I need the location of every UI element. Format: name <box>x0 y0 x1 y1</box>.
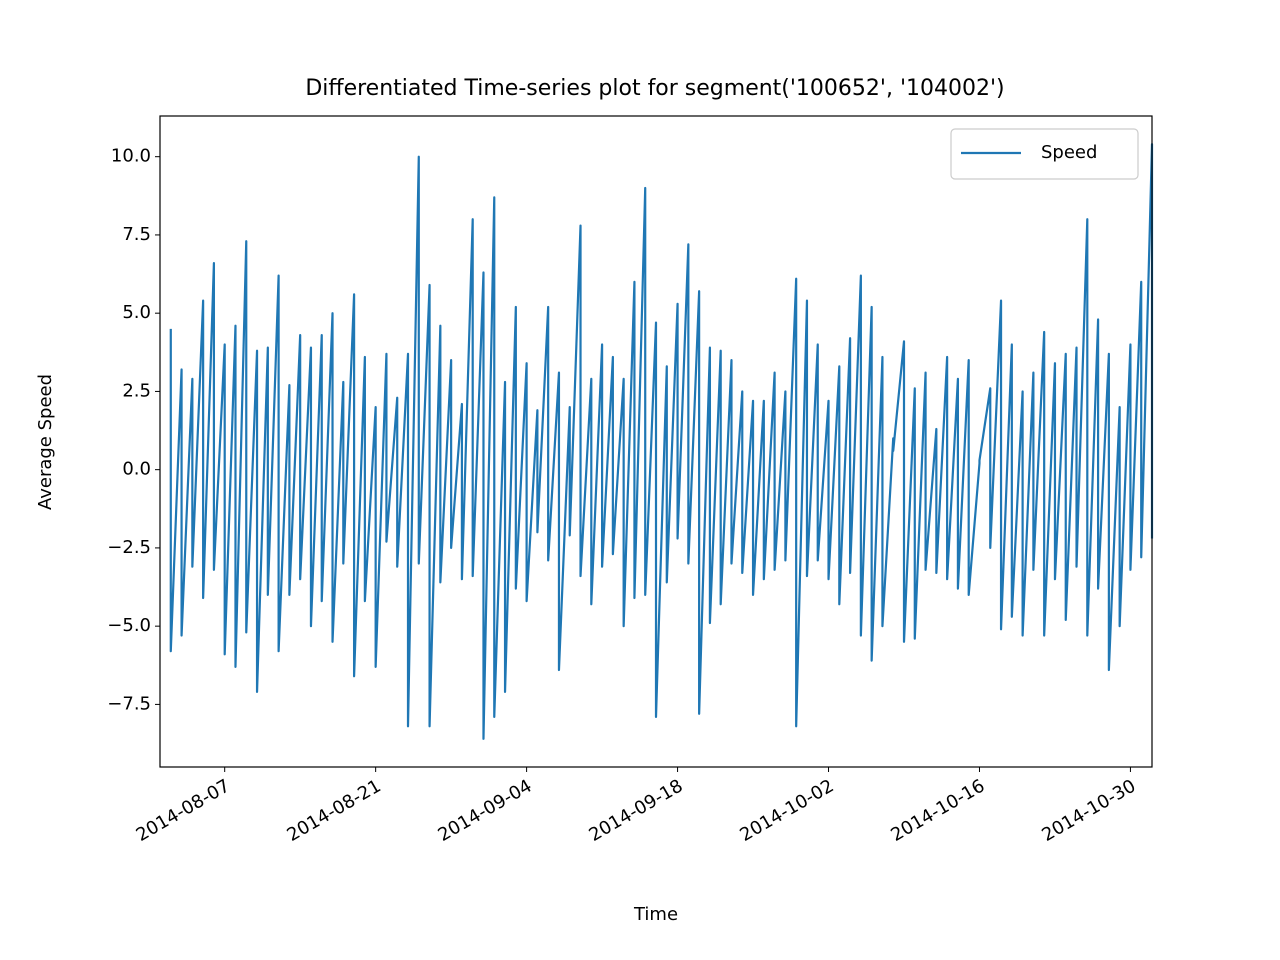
y-tick-label: 0.0 <box>122 459 151 480</box>
y-tick-label: 5.0 <box>122 302 151 323</box>
x-tick-label: 2014-08-21 <box>284 775 385 845</box>
y-tick-label: −2.5 <box>107 537 151 558</box>
plot-frame <box>159 115 1153 768</box>
y-axis-label: Average Speed <box>35 374 56 510</box>
y-tick-label: 10.0 <box>111 146 151 167</box>
x-tick-label: 2014-09-18 <box>585 775 686 845</box>
x-tick-label: 2014-09-04 <box>435 775 536 845</box>
x-tick-label: 2014-10-30 <box>1038 775 1139 845</box>
y-tick-label: 2.5 <box>122 380 151 401</box>
x-tick-label: 2014-10-02 <box>736 775 837 845</box>
y-tick-label: −7.5 <box>107 693 151 714</box>
chart-title: Differentiated Time-series plot for segm… <box>305 76 1004 101</box>
x-tick-label: 2014-08-07 <box>133 775 234 845</box>
y-tick-label: −5.0 <box>107 615 151 636</box>
data-line <box>169 143 1154 740</box>
x-axis-label: Time <box>633 904 678 925</box>
y-tick-label: 7.5 <box>122 224 151 245</box>
x-tick-label: 2014-10-16 <box>887 775 988 845</box>
legend-box <box>950 128 1139 180</box>
legend-label: Speed <box>1041 142 1097 163</box>
